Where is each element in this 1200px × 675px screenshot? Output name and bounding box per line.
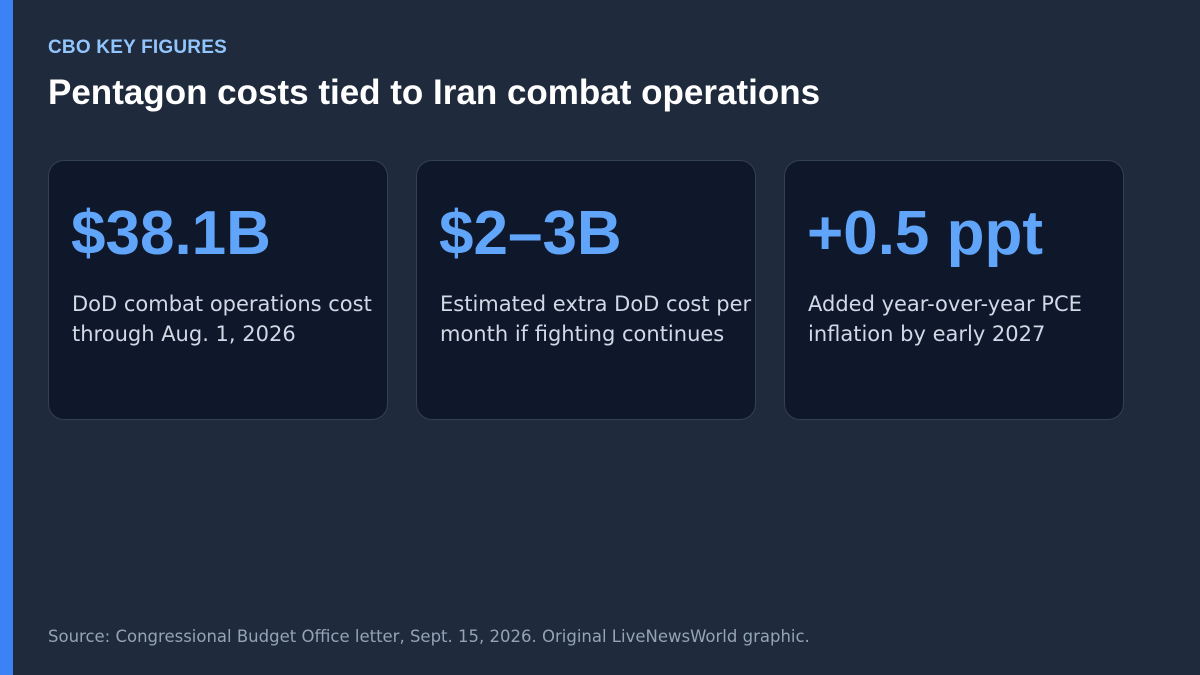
source-note: Source: Congressional Budget Office lett… <box>48 627 810 646</box>
accent-bar <box>0 0 13 675</box>
figure-card-dod-cost: $38.1B DoD combat operations cost throug… <box>48 160 388 420</box>
figure-value: +0.5 ppt <box>807 199 1044 268</box>
figure-card-inflation: +0.5 ppt Added year-over-year PCE inflat… <box>784 160 1124 420</box>
figure-description: Added year-over-year PCE inflation by ea… <box>808 292 1082 346</box>
kicker-label: CBO KEY FIGURES <box>48 37 227 58</box>
figure-value: $2–3B <box>439 199 622 268</box>
figure-value: $38.1B <box>71 199 271 268</box>
figure-description: Estimated extra DoD cost per month if fi… <box>440 292 752 346</box>
figure-card-monthly-cost: $2–3B Estimated extra DoD cost per month… <box>416 160 756 420</box>
page-title: Pentagon costs tied to Iran combat opera… <box>48 73 821 112</box>
key-figures-cards: $38.1B DoD combat operations cost throug… <box>48 160 1124 420</box>
figure-description: DoD combat operations cost through Aug. … <box>72 292 372 346</box>
